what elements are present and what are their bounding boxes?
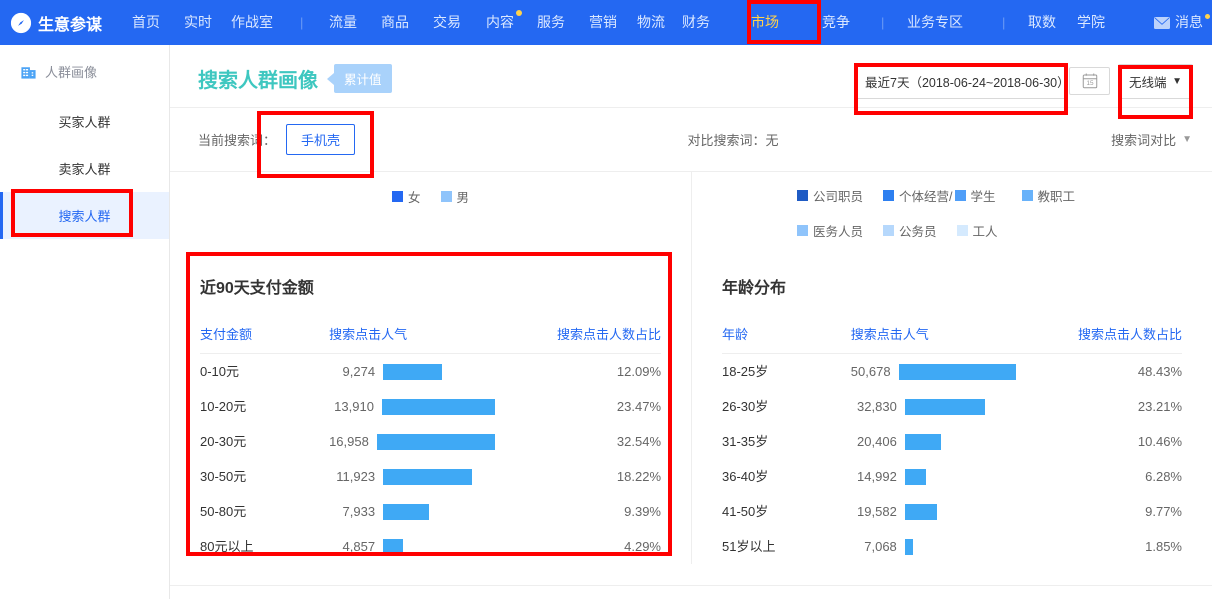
- svg-text:15: 15: [1086, 80, 1094, 87]
